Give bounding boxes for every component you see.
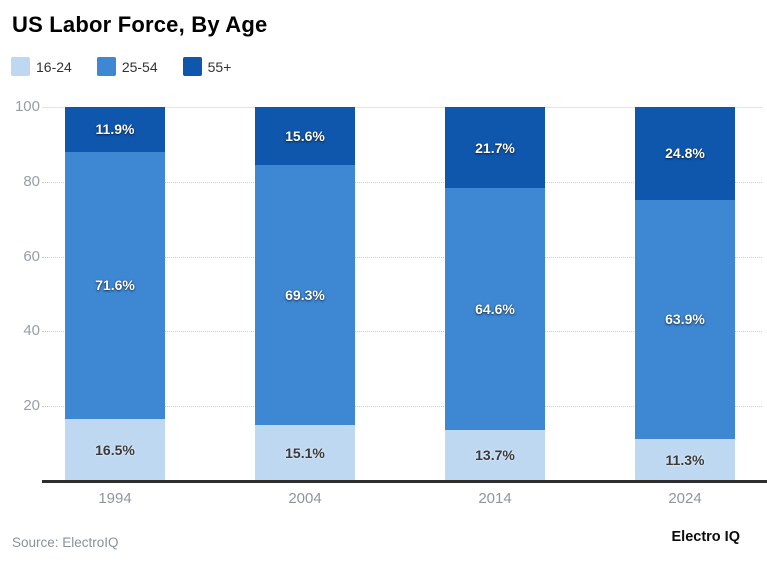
bar-2014: 21.7% 64.6% 13.7%: [445, 107, 545, 481]
gridline-100: [42, 107, 762, 108]
bar-value-label: 64.6%: [475, 300, 515, 317]
bar-value-label: 63.9%: [665, 311, 705, 328]
source-note: Source: ElectroIQ: [12, 535, 119, 550]
y-axis-tick-label: 60: [23, 247, 40, 265]
y-axis-tick-label: 40: [23, 322, 40, 340]
bar-segment-55+: 15.6%: [255, 107, 355, 166]
x-axis-label-2024: 2024: [668, 490, 702, 507]
bar-value-label: 13.7%: [475, 447, 515, 464]
legend-swatch-icon: [96, 57, 116, 76]
bar-segment-25-54: 64.6%: [445, 188, 545, 430]
x-axis-label-2004: 2004: [288, 490, 322, 507]
x-axis-label-2014: 2014: [478, 490, 512, 507]
gridline-80: [42, 181, 762, 183]
bar-segment-16-24: 13.7%: [445, 429, 545, 481]
y-axis-tick-label: 20: [23, 397, 40, 415]
legend-item-label: 25-54: [121, 58, 158, 75]
bar-segment-16-24: 15.1%: [255, 424, 355, 481]
bar-value-label: 69.3%: [285, 286, 325, 303]
bar-1994: 11.9% 71.6% 16.5%: [65, 107, 165, 481]
bar-segment-16-24: 11.3%: [635, 438, 735, 481]
bar-2004: 15.6% 69.3% 15.1%: [255, 107, 355, 481]
legend-item-16-24[interactable]: 16-24: [11, 57, 72, 76]
brand-logo: Electro IQ: [671, 529, 741, 545]
bar-2024: 24.8% 63.9% 11.3%: [635, 107, 735, 481]
legend-item-label: 55+: [207, 58, 232, 75]
bar-value-label: 15.1%: [285, 444, 325, 461]
bar-segment-55+: 24.8%: [635, 107, 735, 200]
bar-value-label: 15.6%: [285, 128, 325, 145]
bar-segment-55+: 21.7%: [445, 107, 545, 189]
legend-item-label: 16-24: [36, 58, 72, 75]
y-axis-tick-label: 100: [14, 98, 40, 115]
bar-value-label: 71.6%: [95, 277, 135, 294]
bar-segment-55+: 11.9%: [65, 107, 165, 152]
bar-segment-25-54: 63.9%: [635, 199, 735, 439]
bar-segment-25-54: 69.3%: [255, 165, 355, 425]
bar-value-label: 21.7%: [475, 139, 515, 156]
gridline-40: [42, 331, 762, 333]
bar-value-label: 24.8%: [665, 145, 705, 162]
legend-item-55+[interactable]: 55+: [182, 57, 232, 76]
legend-swatch-icon: [11, 57, 30, 76]
bar-segment-16-24: 16.5%: [65, 419, 165, 481]
y-axis-tick-label: 80: [23, 172, 40, 190]
x-axis-label-1994: 1994: [98, 490, 132, 507]
x-axis-line: [42, 480, 767, 483]
legend: 16-24 25-54 55+: [11, 57, 231, 76]
bar-value-label: 11.9%: [95, 121, 135, 138]
bar-value-label: 16.5%: [95, 442, 135, 459]
chart-title: US Labor Force, By Age: [12, 12, 268, 37]
legend-item-25-54[interactable]: 25-54: [96, 57, 158, 76]
bar-segment-25-54: 71.6%: [65, 151, 165, 420]
legend-swatch-icon: [182, 57, 202, 76]
bar-value-label: 11.3%: [665, 451, 705, 468]
gridline-60: [42, 256, 762, 258]
gridline-20: [42, 406, 762, 408]
